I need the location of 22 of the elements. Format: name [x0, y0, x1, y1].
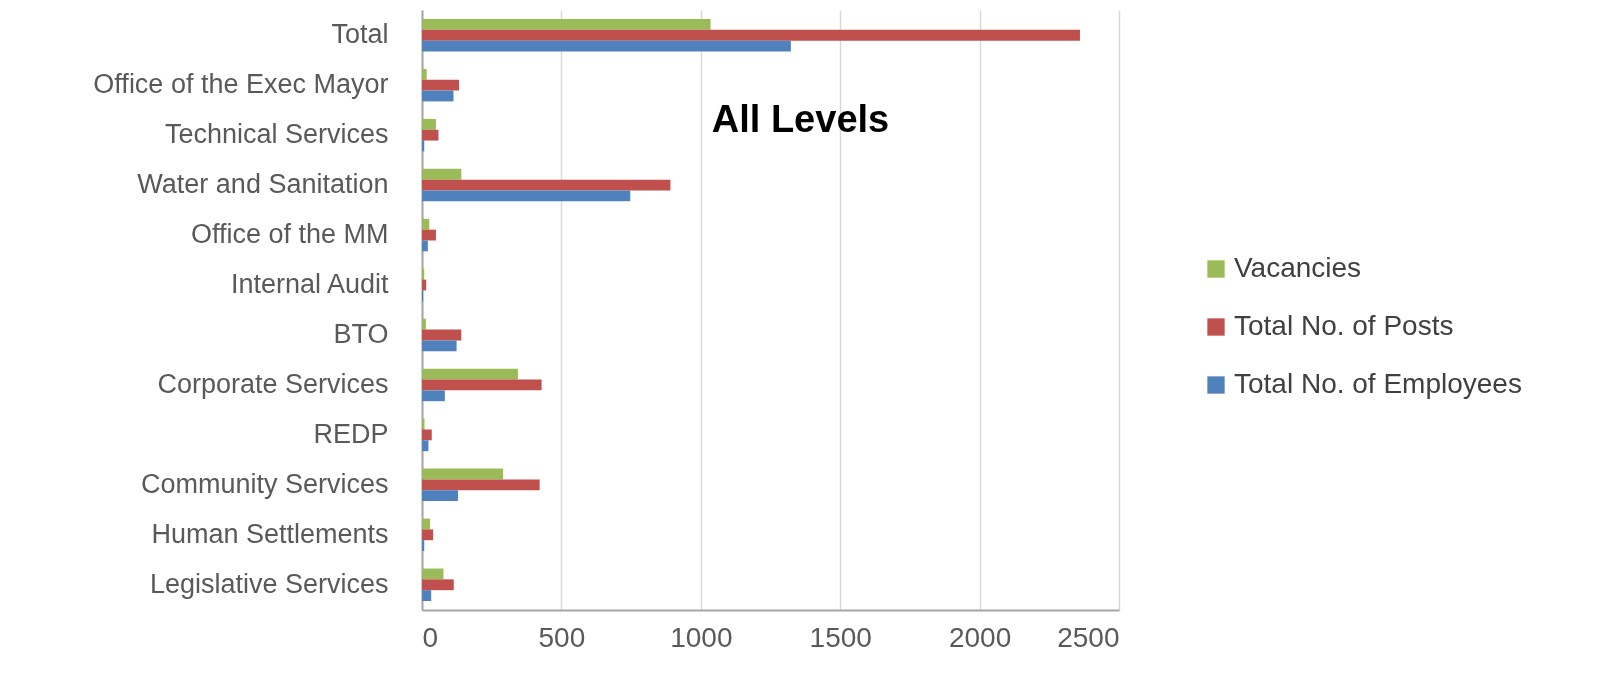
- y-tick-label: Technical Services: [164, 119, 389, 150]
- x-tick-label: 1500: [809, 621, 872, 653]
- y-tick-label: REDP: [313, 418, 389, 449]
- x-tick-label: 2000: [948, 621, 1012, 653]
- legend-label: Total No. of Posts: [1234, 310, 1454, 341]
- x-tick-label: 500: [538, 621, 586, 653]
- y-tick-label: Water and Sanitation: [137, 169, 389, 200]
- y-tick-label: Office of the Exec Mayor: [93, 69, 389, 100]
- y-tick-label: Human Settlements: [151, 518, 389, 549]
- y-tick-label: Legislative Services: [149, 568, 389, 599]
- x-tick-label: 2500: [1057, 621, 1120, 653]
- legend-label: Total No. of Employees: [1234, 368, 1522, 399]
- legend-label: Vacancies: [1234, 252, 1362, 283]
- x-tick-label: 1000: [670, 621, 733, 653]
- y-tick-label: Community Services: [140, 468, 389, 499]
- y-tick-label: Office of the MM: [190, 219, 389, 250]
- y-tick-label: Internal Audit: [230, 269, 389, 300]
- y-tick-label: BTO: [333, 318, 389, 349]
- y-tick-label: Corporate Services: [157, 368, 389, 399]
- y-tick-label: Total: [331, 19, 389, 50]
- x-tick-label: 0: [422, 621, 439, 653]
- text: All Levels: [711, 98, 890, 140]
